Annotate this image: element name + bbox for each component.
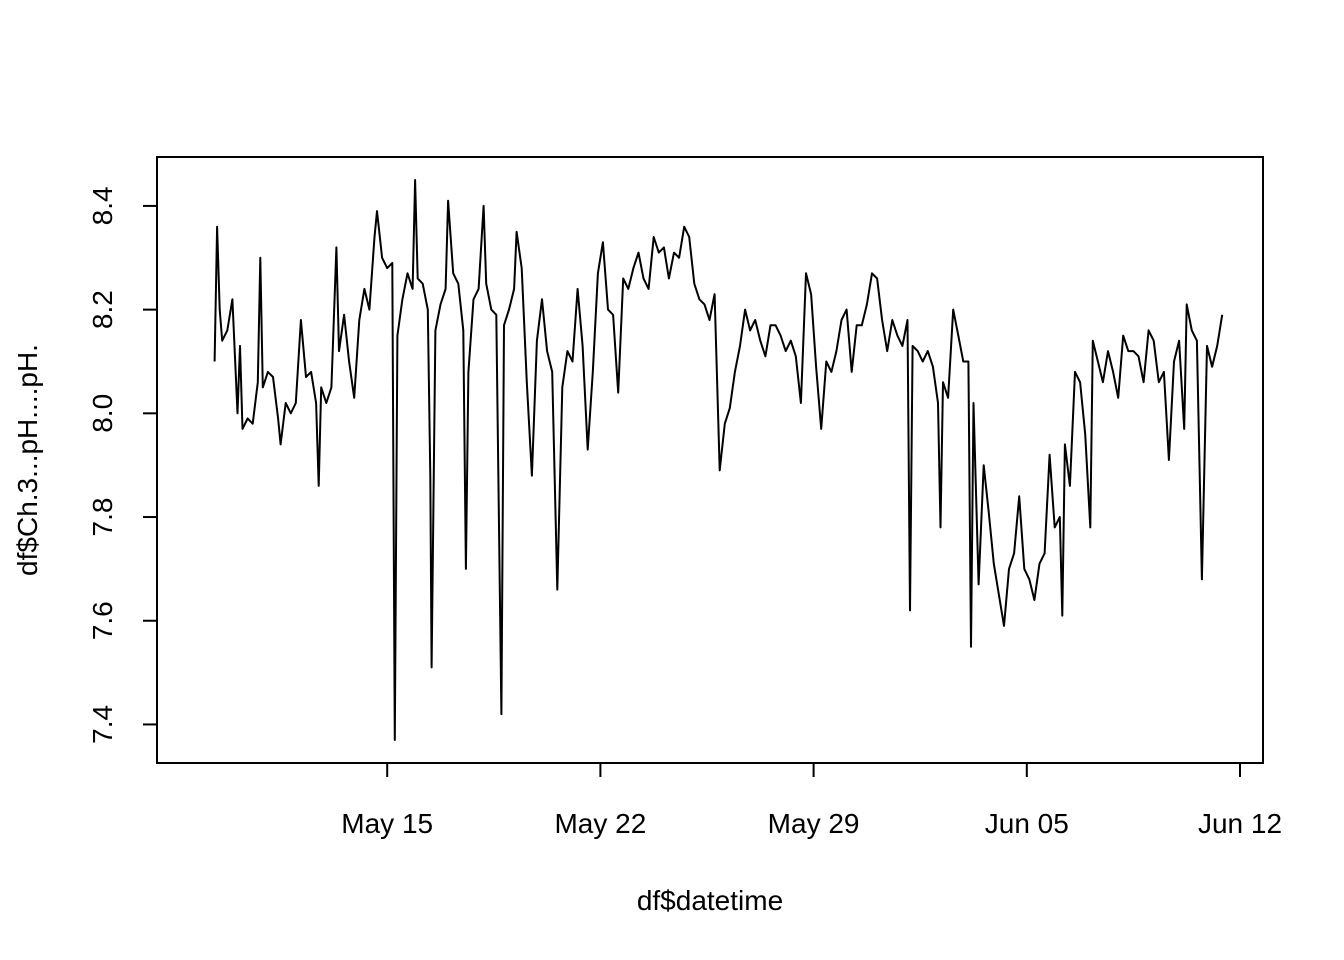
series-layer bbox=[213, 179, 1224, 741]
x-tick-label: Jun 05 bbox=[985, 808, 1069, 839]
x-axis: May 15 May 22 May 29 Jun 05 Jun 12 bbox=[341, 762, 1282, 839]
y-tick-label: 8.4 bbox=[87, 186, 118, 225]
y-tick-label: 7.8 bbox=[87, 498, 118, 537]
y-tick-label: 7.4 bbox=[87, 705, 118, 744]
y-axis: 7.4 7.6 7.8 8.0 8.2 8.4 bbox=[87, 186, 158, 744]
y-tick-label: 7.6 bbox=[87, 601, 118, 640]
x-axis-title: df$datetime bbox=[637, 885, 783, 916]
x-tick-label: May 22 bbox=[554, 808, 646, 839]
y-tick-label: 8.2 bbox=[87, 290, 118, 329]
series-line-0 bbox=[213, 179, 1224, 741]
y-tick-label: 8.0 bbox=[87, 394, 118, 433]
x-tick-label: May 15 bbox=[341, 808, 433, 839]
x-tick-label: May 29 bbox=[768, 808, 860, 839]
y-axis-title: df$Ch.3...pH....pH. bbox=[12, 344, 43, 576]
x-tick-label: Jun 12 bbox=[1198, 808, 1282, 839]
